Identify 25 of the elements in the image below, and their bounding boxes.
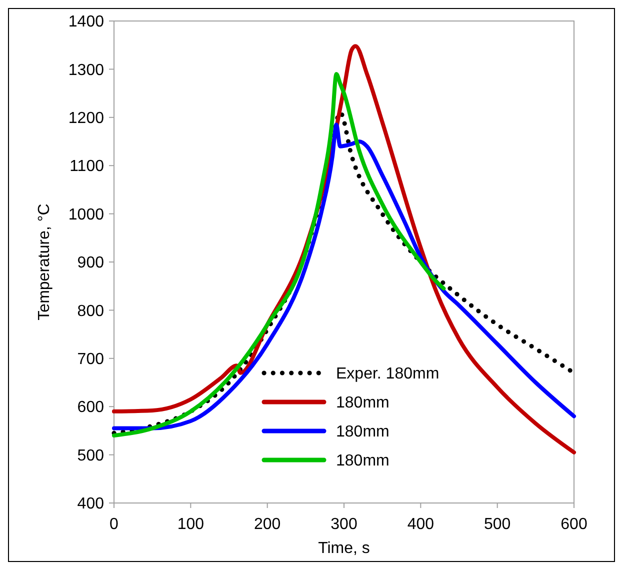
y-tick-label: 1200 [68,110,104,127]
y-tick-label: 1300 [68,62,104,79]
line-series [112,72,446,438]
x-tick-label: 200 [254,516,281,533]
x-tick-label: 500 [484,516,511,533]
y-tick-label: 400 [77,496,104,513]
y-tick-label: 1100 [70,158,104,176]
y-tick-label: 1400 [68,14,104,31]
x-tick-label: 0 [110,516,119,533]
y-axis-title: Temperature, °C [36,204,53,320]
x-axis-title: Time, s [318,540,370,557]
y-tick-label: 600 [77,399,104,416]
x-tick-label: 400 [407,516,434,533]
x-tick-label: 300 [330,516,358,533]
legend-label: 180mm [336,424,390,441]
x-tick-label: 600 [560,516,588,533]
legend-label: 180mm [336,452,390,470]
legend-label: Exper. 180mm [336,366,440,383]
x-tick-label: 100 [177,516,204,533]
y-tick-label: 500 [77,447,104,464]
legend-label: 180mm [336,394,390,412]
y-tick-label: 800 [77,302,104,320]
y-tick-label: 700 [77,351,104,368]
y-tick-label: 1000 [68,206,104,224]
y-tick-label: 900 [77,254,104,272]
